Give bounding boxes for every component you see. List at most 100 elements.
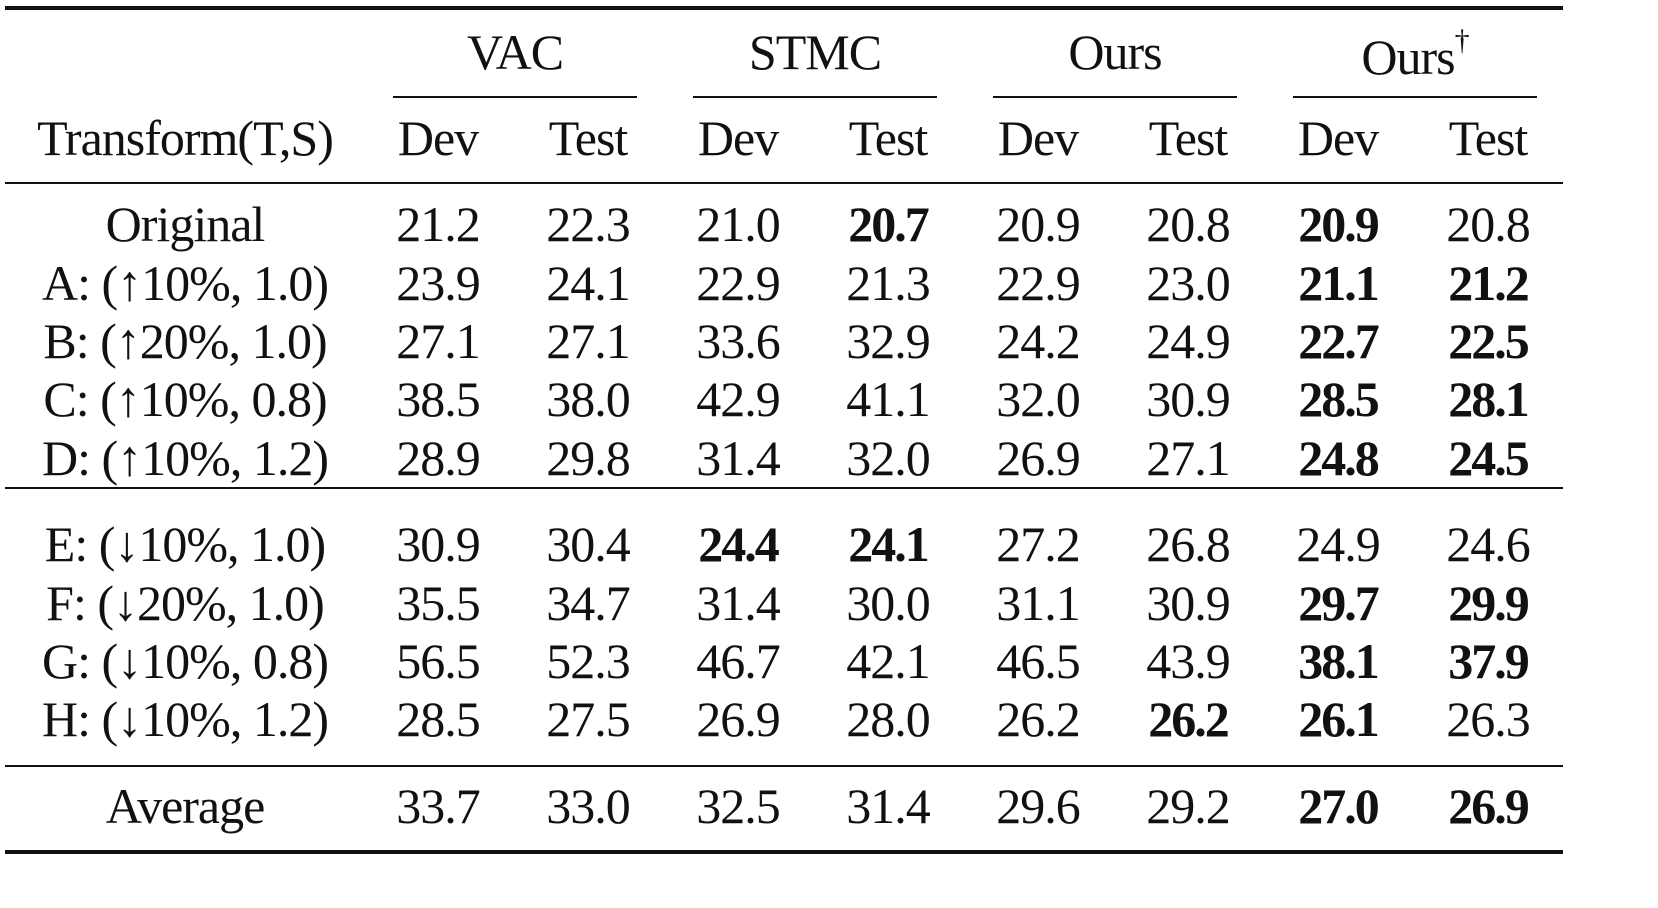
table-cell: 26.9 [996,430,1080,486]
table-cell: 21.2 [396,196,480,252]
table-cell: 27.2 [996,516,1080,572]
table-cell: 38.1 [1298,633,1379,689]
table-cell: 29.8 [546,430,630,486]
group-header: Ours [1068,24,1162,80]
table-cell: 26.9 [696,691,780,747]
group-underline [693,96,937,98]
header-rule [5,182,1563,184]
table-cell: 33.7 [396,778,480,834]
table-cell: 31.4 [696,575,780,631]
table-cell: 33.6 [696,313,780,369]
transform-header: Transform(T,S) [37,110,334,166]
table-cell: 33.0 [546,778,630,834]
table-cell: 21.2 [1448,255,1529,311]
row-label: H: (↓10%, 1.2) [42,691,329,747]
table-cell: 23.9 [396,255,480,311]
group-underline [393,96,637,98]
table-cell: 41.1 [846,371,930,427]
table-cell: 24.9 [1146,313,1230,369]
table-cell: 30.9 [396,516,480,572]
table-cell: 27.1 [396,313,480,369]
table-cell: 22.3 [546,196,630,252]
table-cell: 31.4 [696,430,780,486]
row-label: C: (↑10%, 0.8) [43,371,327,427]
group-underline [1293,96,1537,98]
table-cell: 27.1 [1146,430,1230,486]
section-rule [5,765,1563,767]
table-cell: 28.5 [1298,371,1379,427]
table-cell: 26.8 [1146,516,1230,572]
table-cell: 29.7 [1298,575,1379,631]
table-cell: 30.9 [1146,371,1230,427]
table-cell: 38.0 [546,371,630,427]
table-cell: 20.9 [996,196,1080,252]
table-cell: 22.9 [996,255,1080,311]
table-cell: 30.0 [846,575,930,631]
table-cell: 32.5 [696,778,780,834]
table-cell: 46.7 [696,633,780,689]
table-cell: 32.0 [846,430,930,486]
table-cell: 21.1 [1298,255,1379,311]
dagger-mark: † [1454,24,1470,58]
table-cell: 23.0 [1146,255,1230,311]
table-cell: 28.9 [396,430,480,486]
table-cell: 24.1 [546,255,630,311]
table-cell: 29.2 [1146,778,1230,834]
table-cell: 52.3 [546,633,630,689]
table-cell: 24.1 [848,516,929,572]
table-cell: 21.3 [846,255,930,311]
group-underline [993,96,1237,98]
row-label: Average [105,778,266,834]
table-cell: 27.0 [1298,778,1379,834]
table-cell: 22.9 [696,255,780,311]
table-cell: 24.4 [698,516,779,572]
table-cell: 35.5 [396,575,480,631]
column-header: Dev [697,110,779,166]
row-label: Original [105,196,266,252]
table-cell: 32.9 [846,313,930,369]
table-cell: 28.1 [1448,371,1529,427]
table-cell: 31.4 [846,778,930,834]
row-label: F: (↓20%, 1.0) [46,575,325,631]
table-cell: 27.1 [546,313,630,369]
table-cell: 29.6 [996,778,1080,834]
table-cell: 24.6 [1446,516,1530,572]
table-cell: 34.7 [546,575,630,631]
column-header: Test [848,110,929,166]
section-rule [5,487,1563,489]
column-header: Dev [1297,110,1379,166]
table-cell: 27.5 [546,691,630,747]
top-rule [5,6,1563,10]
table-cell: 22.5 [1448,313,1529,369]
table-cell: 37.9 [1448,633,1529,689]
table-cell: 26.3 [1446,691,1530,747]
group-header: Ours† [1361,24,1470,85]
table-cell: 24.8 [1298,430,1379,486]
table-cell: 42.1 [846,633,930,689]
group-header: STMC [748,24,882,80]
row-label: D: (↑10%, 1.2) [42,430,329,486]
table-cell: 24.9 [1296,516,1380,572]
table-cell: 26.9 [1448,778,1529,834]
table-cell: 30.4 [546,516,630,572]
row-label: E: (↓10%, 1.0) [44,516,326,572]
table-cell: 21.0 [696,196,780,252]
table-cell: 42.9 [696,371,780,427]
table-cell: 26.1 [1298,691,1379,747]
column-header: Test [548,110,629,166]
table-cell: 20.8 [1446,196,1530,252]
table-cell: 26.2 [1148,691,1229,747]
row-label: A: (↑10%, 1.0) [42,255,329,311]
row-label: G: (↓10%, 0.8) [42,633,329,689]
table-cell: 28.5 [396,691,480,747]
table-cell: 46.5 [996,633,1080,689]
column-header: Dev [397,110,479,166]
table-cell: 29.9 [1448,575,1529,631]
table-cell: 20.8 [1146,196,1230,252]
table-cell: 43.9 [1146,633,1230,689]
row-label: B: (↑20%, 1.0) [43,313,327,369]
table-cell: 24.2 [996,313,1080,369]
table-cell: 20.9 [1298,196,1379,252]
table-cell: 20.7 [848,196,929,252]
table-cell: 56.5 [396,633,480,689]
